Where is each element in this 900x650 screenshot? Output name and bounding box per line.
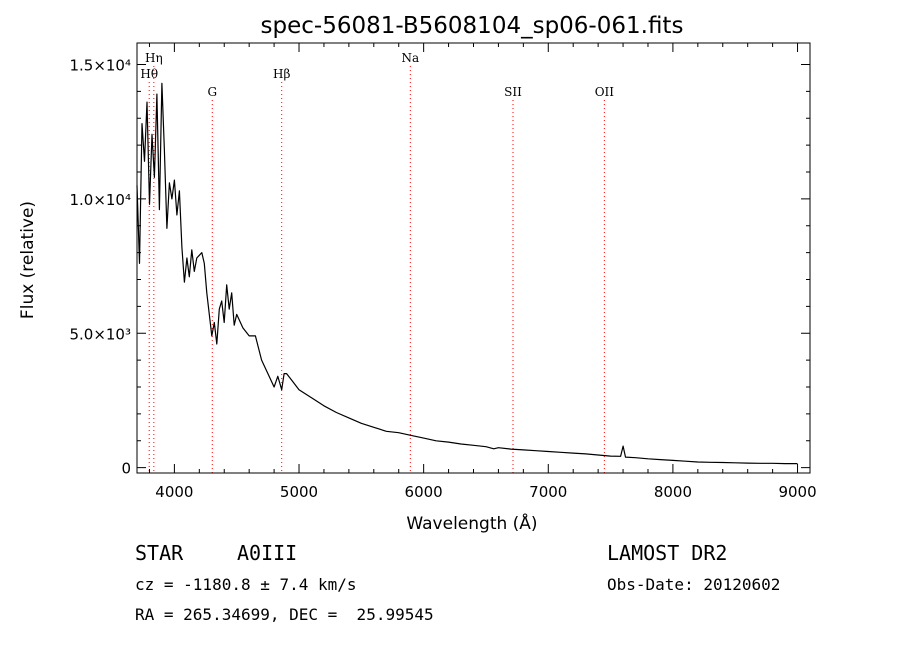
spectrum-line [136, 82, 798, 465]
x-tick-label: 5000 [280, 483, 318, 501]
spectrum-series [136, 82, 798, 465]
y-tick-label: 1.0×10⁴ [69, 191, 131, 209]
line-markers: Hη Hθ G Hβ Na SII OII [140, 51, 614, 473]
x-tick-label: 4000 [155, 483, 193, 501]
axis-ticks: 4000 5000 6000 7000 8000 9000 0 5.0×10³ 1.0×10⁴ 1… [69, 43, 817, 501]
line-marker-label: Na [401, 51, 419, 65]
object-subclass: A0III [237, 541, 298, 565]
y-tick-label: 1.5×10⁴ [69, 57, 131, 75]
x-tick-label: 8000 [654, 483, 692, 501]
line-marker-label: SII [504, 85, 522, 99]
object-class: STAR [135, 541, 184, 565]
x-tick-label: 6000 [405, 483, 443, 501]
line-marker-label: Hθ [140, 67, 158, 81]
y-tick-label: 5.0×10³ [69, 325, 131, 343]
plot-frame [136, 42, 811, 474]
line-marker-label: OII [595, 85, 615, 99]
x-axis-label: Wavelength (Å) [406, 512, 537, 534]
line-marker-label: G [207, 85, 217, 99]
redshift-line: cz = -1180.8 ± 7.4 km/s [135, 575, 357, 594]
y-tick-label: 0 [121, 460, 131, 478]
chart-title: spec-56081-B5608104_sp06-061.fits [261, 13, 684, 39]
line-marker-label: Hη [145, 51, 163, 65]
obs-date: Obs-Date: 20120602 [607, 575, 781, 594]
coordinates-line: RA = 265.34699, DEC = 25.99545 [135, 605, 434, 624]
survey-name: LAMOST DR2 [607, 541, 728, 565]
x-tick-label: 7000 [529, 483, 567, 501]
y-axis-label: Flux (relative) [18, 201, 38, 319]
x-tick-label: 9000 [778, 483, 816, 501]
line-marker-label: Hβ [273, 67, 290, 81]
